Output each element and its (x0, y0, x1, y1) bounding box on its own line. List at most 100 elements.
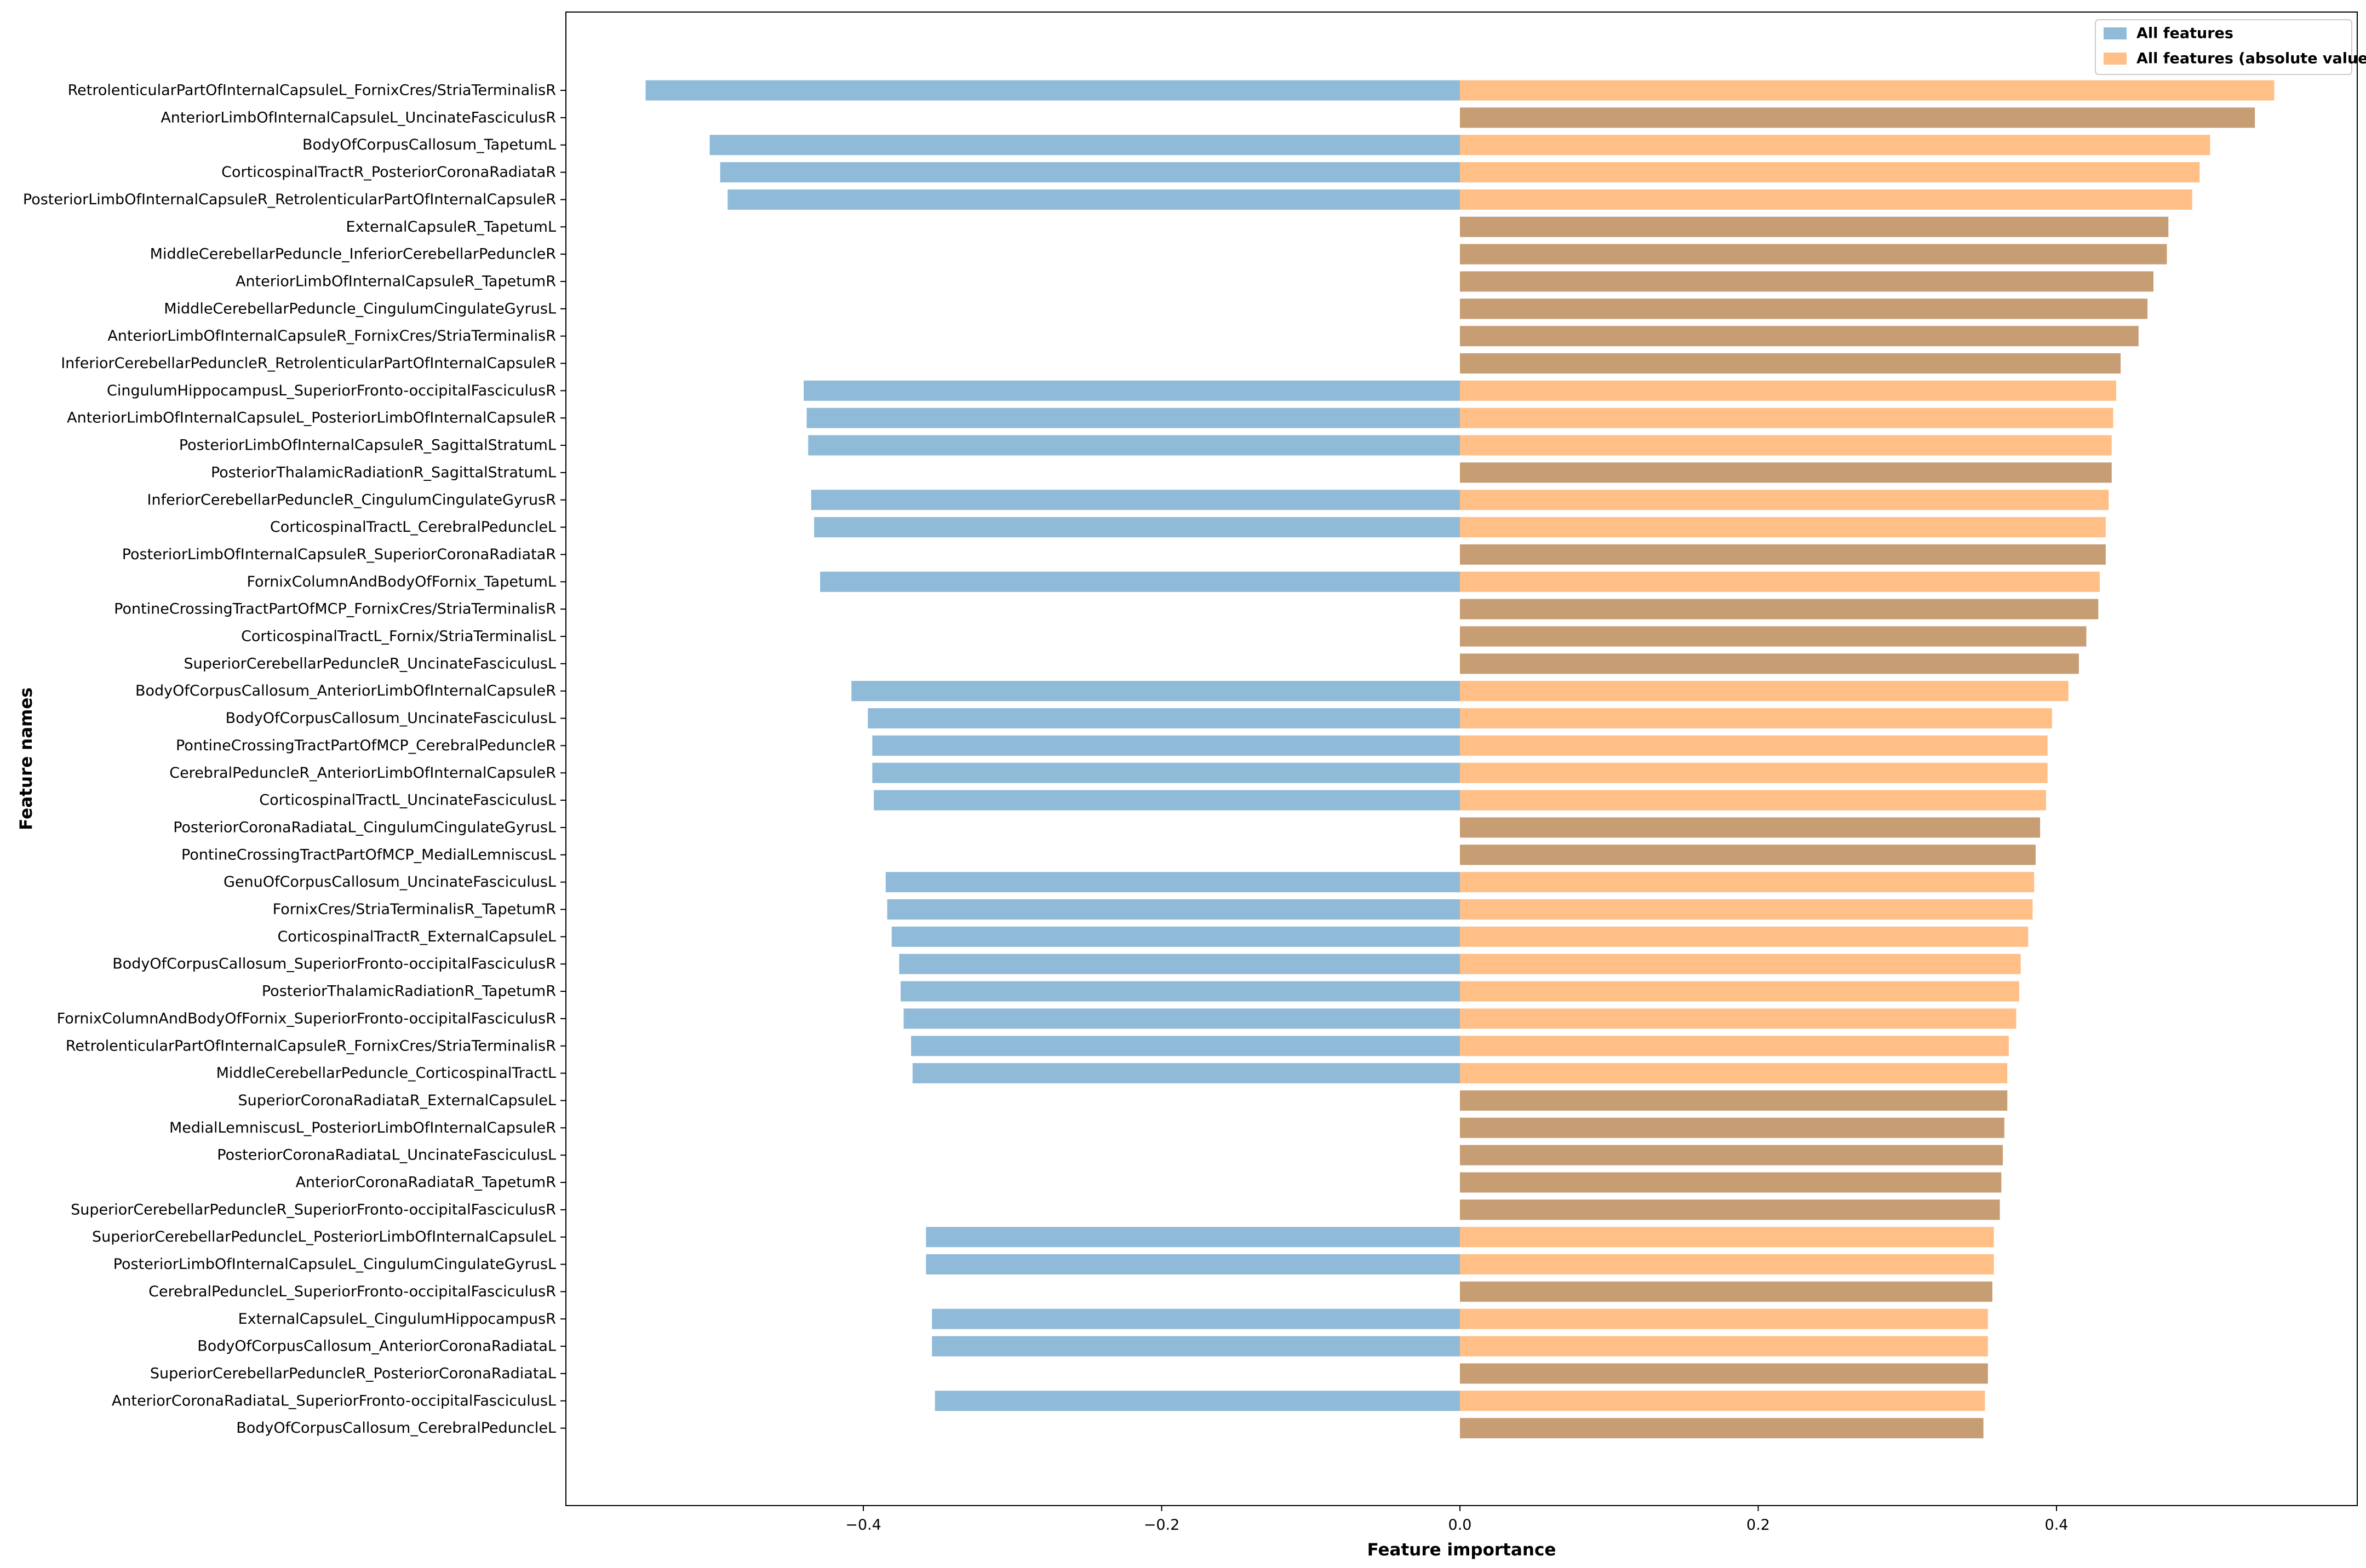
bar-signed-value (887, 899, 1460, 920)
feature-label: CerebralPeduncleR_AnteriorLimbOfInternal… (169, 765, 556, 782)
bar-signed-value (891, 926, 1460, 947)
plot-frame (565, 12, 2358, 1506)
bar-absolute-value (1460, 762, 2048, 783)
x-axis-title: Feature importance (1367, 1540, 1556, 1560)
bar-absolute-value (1460, 1308, 1988, 1329)
bar-absolute-value (1460, 326, 2139, 347)
feature-label: SuperiorCoronaRadiataR_ExternalCapsuleL (238, 1092, 556, 1109)
bar-signed-value (727, 189, 1460, 210)
feature-label: PosteriorLimbOfInternalCapsuleL_Cingulum… (113, 1256, 556, 1273)
bar-signed-value (874, 790, 1460, 811)
bar-absolute-value (1460, 1172, 2002, 1193)
bar-signed-value (720, 162, 1460, 183)
bar-signed-value (814, 517, 1460, 538)
feature-label: MiddleCerebellarPeduncle_CingulumCingula… (164, 300, 556, 317)
bar-absolute-value (1460, 1145, 2003, 1165)
bar-absolute-value (1460, 899, 2033, 920)
feature-label: BodyOfCorpusCallosum_TapetumL (302, 136, 556, 153)
feature-label: AnteriorLimbOfInternalCapsuleR_TapetumR (236, 273, 556, 290)
legend-label-absolute-values: All features (absolute values) (2136, 50, 2366, 67)
x-tick-label: −0.4 (845, 1517, 881, 1533)
feature-label: RetrolenticularPartOfInternalCapsuleR_Fo… (66, 1037, 556, 1054)
bar-absolute-value (1460, 298, 2148, 319)
feature-label: SuperiorCerebellarPeduncleR_UncinateFasc… (184, 655, 556, 672)
bar-signed-value (935, 1391, 1460, 1411)
bar-absolute-value (1460, 1063, 2008, 1084)
legend-swatch-all-features (2104, 27, 2127, 39)
bar-signed-value (868, 708, 1460, 729)
bar-absolute-value (1460, 244, 2167, 265)
bar-absolute-value (1460, 708, 2052, 729)
bar-absolute-value (1460, 845, 2036, 865)
legend: All features All features (absolute valu… (2095, 19, 2366, 75)
bar-absolute-value (1460, 271, 2153, 292)
bars-layer (645, 80, 2275, 1439)
feature-label: CorticospinalTractL_Fornix/StriaTerminal… (241, 628, 556, 645)
feature-label: CorticospinalTractL_CerebralPeduncleL (270, 519, 556, 536)
feature-label: AnteriorLimbOfInternalCapsuleL_Posterior… (67, 410, 556, 427)
feature-label: PosteriorLimbOfInternalCapsuleR_Retrolen… (23, 191, 556, 208)
legend-box (2095, 19, 2352, 75)
bar-absolute-value (1460, 517, 2106, 538)
feature-label: FornixColumnAndBodyOfFornix_SuperiorFron… (57, 1010, 556, 1027)
bar-signed-value (926, 1227, 1460, 1248)
bar-absolute-value (1460, 735, 2048, 756)
bar-signed-value (911, 1036, 1460, 1056)
bar-absolute-value (1460, 872, 2035, 893)
x-tick-label: 0.4 (2045, 1517, 2069, 1533)
feature-label: InferiorCerebellarPeduncleR_CingulumCing… (147, 491, 556, 508)
feature-label: PosteriorCoronaRadiataL_UncinateFascicul… (217, 1147, 556, 1164)
feature-label: RetrolenticularPartOfInternalCapsuleL_Fo… (68, 82, 556, 99)
bar-signed-value (804, 380, 1460, 401)
feature-label: ExternalCapsuleL_CingulumHippocampusR (238, 1311, 556, 1328)
bar-absolute-value (1460, 1363, 1988, 1384)
bar-absolute-value (1460, 817, 2041, 838)
bar-absolute-value (1460, 162, 2200, 183)
bar-absolute-value (1460, 626, 2087, 647)
bar-absolute-value (1460, 653, 2079, 674)
bar-signed-value (912, 1063, 1460, 1084)
bar-absolute-value (1460, 353, 2121, 374)
bar-signed-value (820, 571, 1460, 592)
bar-absolute-value (1460, 1117, 2004, 1138)
feature-label: PosteriorLimbOfInternalCapsuleR_Superior… (122, 546, 556, 563)
feature-label: PosteriorThalamicRadiationR_SagittalStra… (211, 464, 556, 481)
x-tick-label: −0.2 (1144, 1517, 1180, 1533)
bar-absolute-value (1460, 407, 2113, 428)
bar-absolute-value (1460, 135, 2210, 156)
bar-signed-value (811, 490, 1460, 510)
bar-signed-value (926, 1254, 1460, 1275)
bar-absolute-value (1460, 544, 2106, 565)
feature-label: BodyOfCorpusCallosum_SuperiorFronto-occi… (112, 956, 556, 973)
bar-signed-value (872, 735, 1460, 756)
feature-label: AnteriorCoronaRadiataR_TapetumR (296, 1174, 556, 1191)
bar-absolute-value (1460, 1008, 2016, 1029)
feature-label: BodyOfCorpusCallosum_UncinateFasciculusL (226, 710, 556, 727)
bar-signed-value (932, 1308, 1460, 1329)
bar-absolute-value (1460, 1227, 1994, 1248)
feature-label: AnteriorLimbOfInternalCapsuleR_FornixCre… (107, 328, 556, 344)
feature-label: MedialLemniscusL_PosteriorLimbOfInternal… (169, 1119, 556, 1136)
feature-label: PosteriorLimbOfInternalCapsuleR_Sagittal… (179, 437, 556, 454)
bar-absolute-value (1460, 1036, 2009, 1056)
bar-absolute-value (1460, 490, 2109, 510)
bar-signed-value (899, 954, 1460, 974)
feature-label: CingulumHippocampusL_SuperiorFronto-occi… (107, 382, 556, 399)
feature-label: MiddleCerebellarPeduncle_CorticospinalTr… (216, 1065, 556, 1082)
feature-label: MiddleCerebellarPeduncle_InferiorCerebel… (150, 246, 556, 263)
bar-absolute-value (1460, 80, 2275, 101)
feature-label: BodyOfCorpusCallosum_AnteriorCoronaRadia… (197, 1338, 556, 1355)
bar-absolute-value (1460, 926, 2029, 947)
bar-signed-value (885, 872, 1460, 893)
legend-swatch-absolute-values (2104, 53, 2127, 65)
bar-absolute-value (1460, 954, 2021, 974)
bar-absolute-value (1460, 599, 2099, 619)
feature-label: AnteriorLimbOfInternalCapsuleL_UncinateF… (161, 109, 556, 126)
bar-absolute-value (1460, 981, 2019, 1002)
feature-label: PontineCrossingTractPartOfMCP_MedialLemn… (181, 846, 556, 863)
feature-labels: RetrolenticularPartOfInternalCapsuleL_Fo… (23, 82, 566, 1437)
legend-label-all-features: All features (2136, 25, 2233, 42)
x-tick-label: 0.2 (1746, 1517, 1770, 1533)
